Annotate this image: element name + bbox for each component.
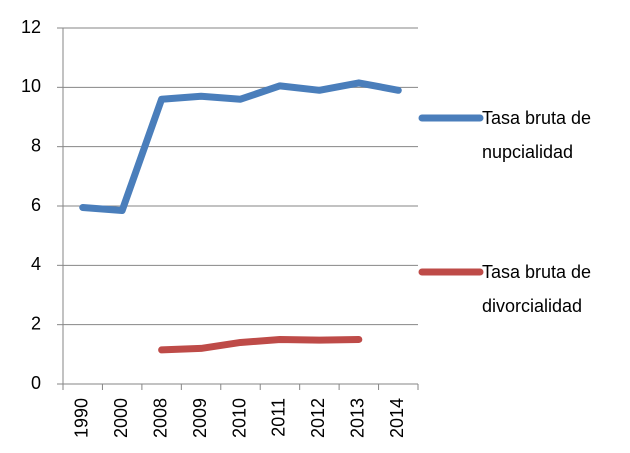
y-tick-label: 10 <box>21 76 41 96</box>
y-tick-label: 4 <box>31 254 41 274</box>
x-tick-label: 2012 <box>308 398 328 438</box>
series-line <box>158 336 363 354</box>
x-tick-label: 1990 <box>71 398 91 438</box>
x-tick-label: 2013 <box>348 398 368 438</box>
legend-label: Tasa bruta de nupcialidad <box>482 108 592 162</box>
series-line <box>79 79 402 214</box>
y-tick-label: 8 <box>31 135 41 155</box>
legend-label: Tasa bruta de divorcialidad <box>482 262 592 316</box>
y-tick-label: 0 <box>31 373 41 393</box>
x-tick-label: 2008 <box>150 398 170 438</box>
x-tick-label: 2011 <box>269 398 289 437</box>
x-tick-label: 2000 <box>111 398 131 438</box>
x-tick-label: 2009 <box>190 398 210 438</box>
y-tick-label: 12 <box>21 17 41 37</box>
x-tick-label: 2014 <box>387 398 407 438</box>
y-tick-label: 6 <box>31 195 41 215</box>
y-tick-label: 2 <box>31 313 41 333</box>
x-tick-label: 2010 <box>229 398 249 438</box>
